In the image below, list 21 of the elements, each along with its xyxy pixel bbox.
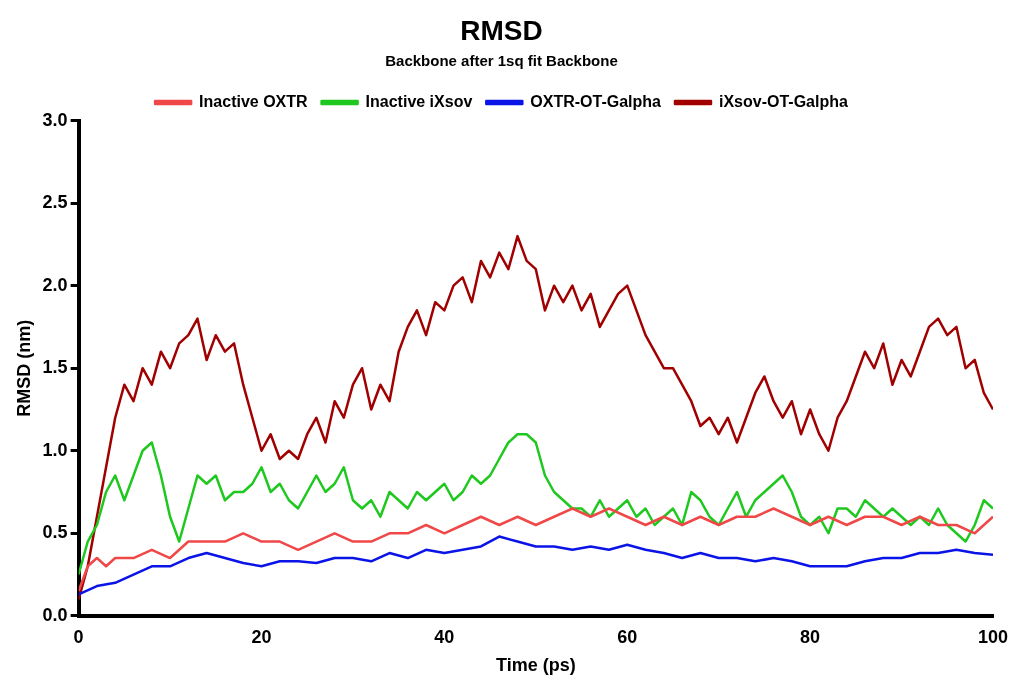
legend-label: Inactive iXsov bbox=[365, 93, 473, 111]
chart-subtitle: Backbone after 1sq fit Backbone bbox=[385, 51, 618, 69]
y-tick-label: 3.0 bbox=[42, 109, 68, 130]
x-tick-label: 20 bbox=[251, 626, 272, 647]
x-tick-label: 100 bbox=[977, 626, 1009, 647]
legend-label: OXTR-OT-Galpha bbox=[530, 93, 662, 111]
y-tick-label: 2.0 bbox=[42, 274, 68, 295]
x-axis-title: Time (ps) bbox=[495, 655, 576, 676]
x-tick-label: 60 bbox=[617, 626, 638, 647]
x-tick-label: 40 bbox=[434, 626, 455, 647]
x-tick-label: 80 bbox=[800, 626, 821, 647]
legend-label: iXsov-OT-Galpha bbox=[718, 93, 848, 111]
y-tick-label: 1.5 bbox=[42, 357, 68, 378]
chart-title: RMSD bbox=[460, 14, 543, 46]
y-tick-label: 0.0 bbox=[42, 604, 68, 625]
x-tick-label: 0 bbox=[73, 626, 84, 647]
y-tick-label: 2.5 bbox=[42, 192, 68, 213]
legend-label: Inactive OXTR bbox=[199, 93, 309, 111]
y-axis-title: RMSD (nm) bbox=[13, 319, 34, 417]
y-tick-label: 0.5 bbox=[42, 522, 68, 543]
y-tick-label: 1.0 bbox=[42, 439, 68, 460]
